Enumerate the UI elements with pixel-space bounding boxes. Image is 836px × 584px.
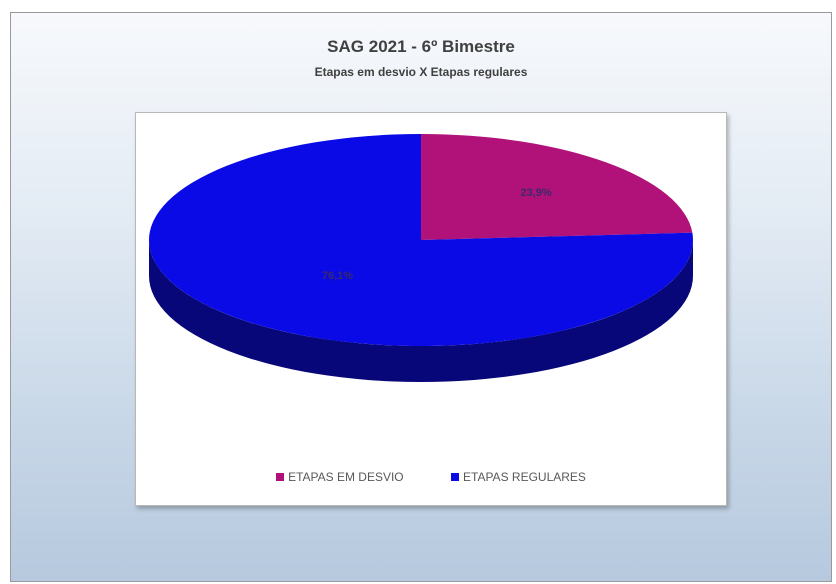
pie-chart: 23,9% 76,1%	[149, 134, 693, 382]
legend-swatch-regulares	[451, 473, 459, 481]
chart-title: SAG 2021 - 6º Bimestre	[327, 37, 515, 56]
legend: ETAPAS EM DESVIO ETAPAS REGULARES	[136, 470, 726, 484]
pie-slice-1	[149, 134, 693, 346]
pie-side-1	[149, 240, 693, 382]
legend-item-regulares: ETAPAS REGULARES	[451, 470, 586, 484]
plot-area: 23,9% 76,1% ETAPAS EM DESVIO ETAPAS REGUL…	[135, 112, 727, 506]
legend-swatch-desvio	[276, 473, 285, 481]
pie-slice-0	[421, 134, 693, 240]
legend-item-desvio: ETAPAS EM DESVIO	[276, 470, 404, 484]
chart-area: SAG 2021 - 6º Bimestre Etapas em desvio …	[10, 12, 832, 582]
legend-label-regulares: ETAPAS REGULARES	[463, 470, 586, 484]
data-label-1: 76,1%	[322, 270, 353, 282]
data-label-0: 23,9%	[520, 187, 551, 199]
legend-label-desvio: ETAPAS EM DESVIO	[288, 470, 404, 484]
chart-subtitle: Etapas em desvio X Etapas regulares	[314, 65, 528, 79]
